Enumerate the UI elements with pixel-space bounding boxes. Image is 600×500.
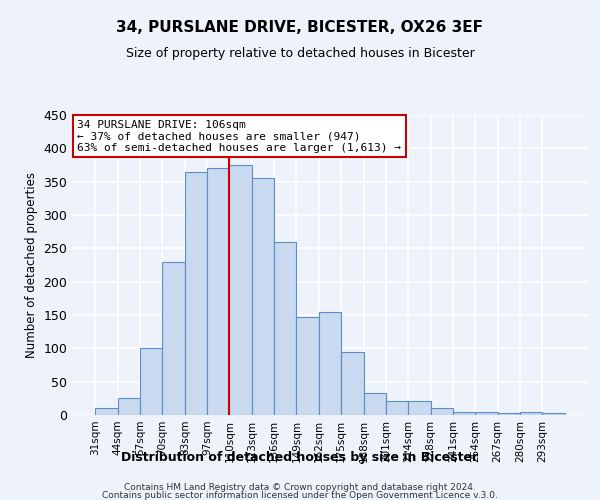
- Bar: [520, 412, 542, 415]
- Text: 34, PURSLANE DRIVE, BICESTER, OX26 3EF: 34, PURSLANE DRIVE, BICESTER, OX26 3EF: [116, 20, 484, 35]
- Bar: [95, 408, 118, 415]
- Bar: [364, 393, 386, 415]
- Bar: [497, 413, 520, 415]
- Bar: [252, 178, 274, 415]
- Bar: [229, 165, 252, 415]
- Bar: [542, 413, 565, 415]
- Bar: [408, 401, 431, 415]
- Bar: [296, 317, 319, 415]
- Bar: [431, 408, 453, 415]
- Bar: [118, 398, 140, 415]
- Text: Contains public sector information licensed under the Open Government Licence v.: Contains public sector information licen…: [102, 492, 498, 500]
- Bar: [319, 312, 341, 415]
- Bar: [274, 242, 296, 415]
- Bar: [207, 168, 229, 415]
- Bar: [185, 172, 207, 415]
- Bar: [163, 262, 185, 415]
- Text: Size of property relative to detached houses in Bicester: Size of property relative to detached ho…: [125, 48, 475, 60]
- Text: 34 PURSLANE DRIVE: 106sqm
← 37% of detached houses are smaller (947)
63% of semi: 34 PURSLANE DRIVE: 106sqm ← 37% of detac…: [77, 120, 401, 152]
- Bar: [341, 352, 364, 415]
- Bar: [475, 412, 497, 415]
- Text: Distribution of detached houses by size in Bicester: Distribution of detached houses by size …: [121, 451, 479, 464]
- Bar: [453, 412, 475, 415]
- Text: Contains HM Land Registry data © Crown copyright and database right 2024.: Contains HM Land Registry data © Crown c…: [124, 483, 476, 492]
- Bar: [140, 348, 163, 415]
- Bar: [386, 401, 408, 415]
- Y-axis label: Number of detached properties: Number of detached properties: [25, 172, 38, 358]
